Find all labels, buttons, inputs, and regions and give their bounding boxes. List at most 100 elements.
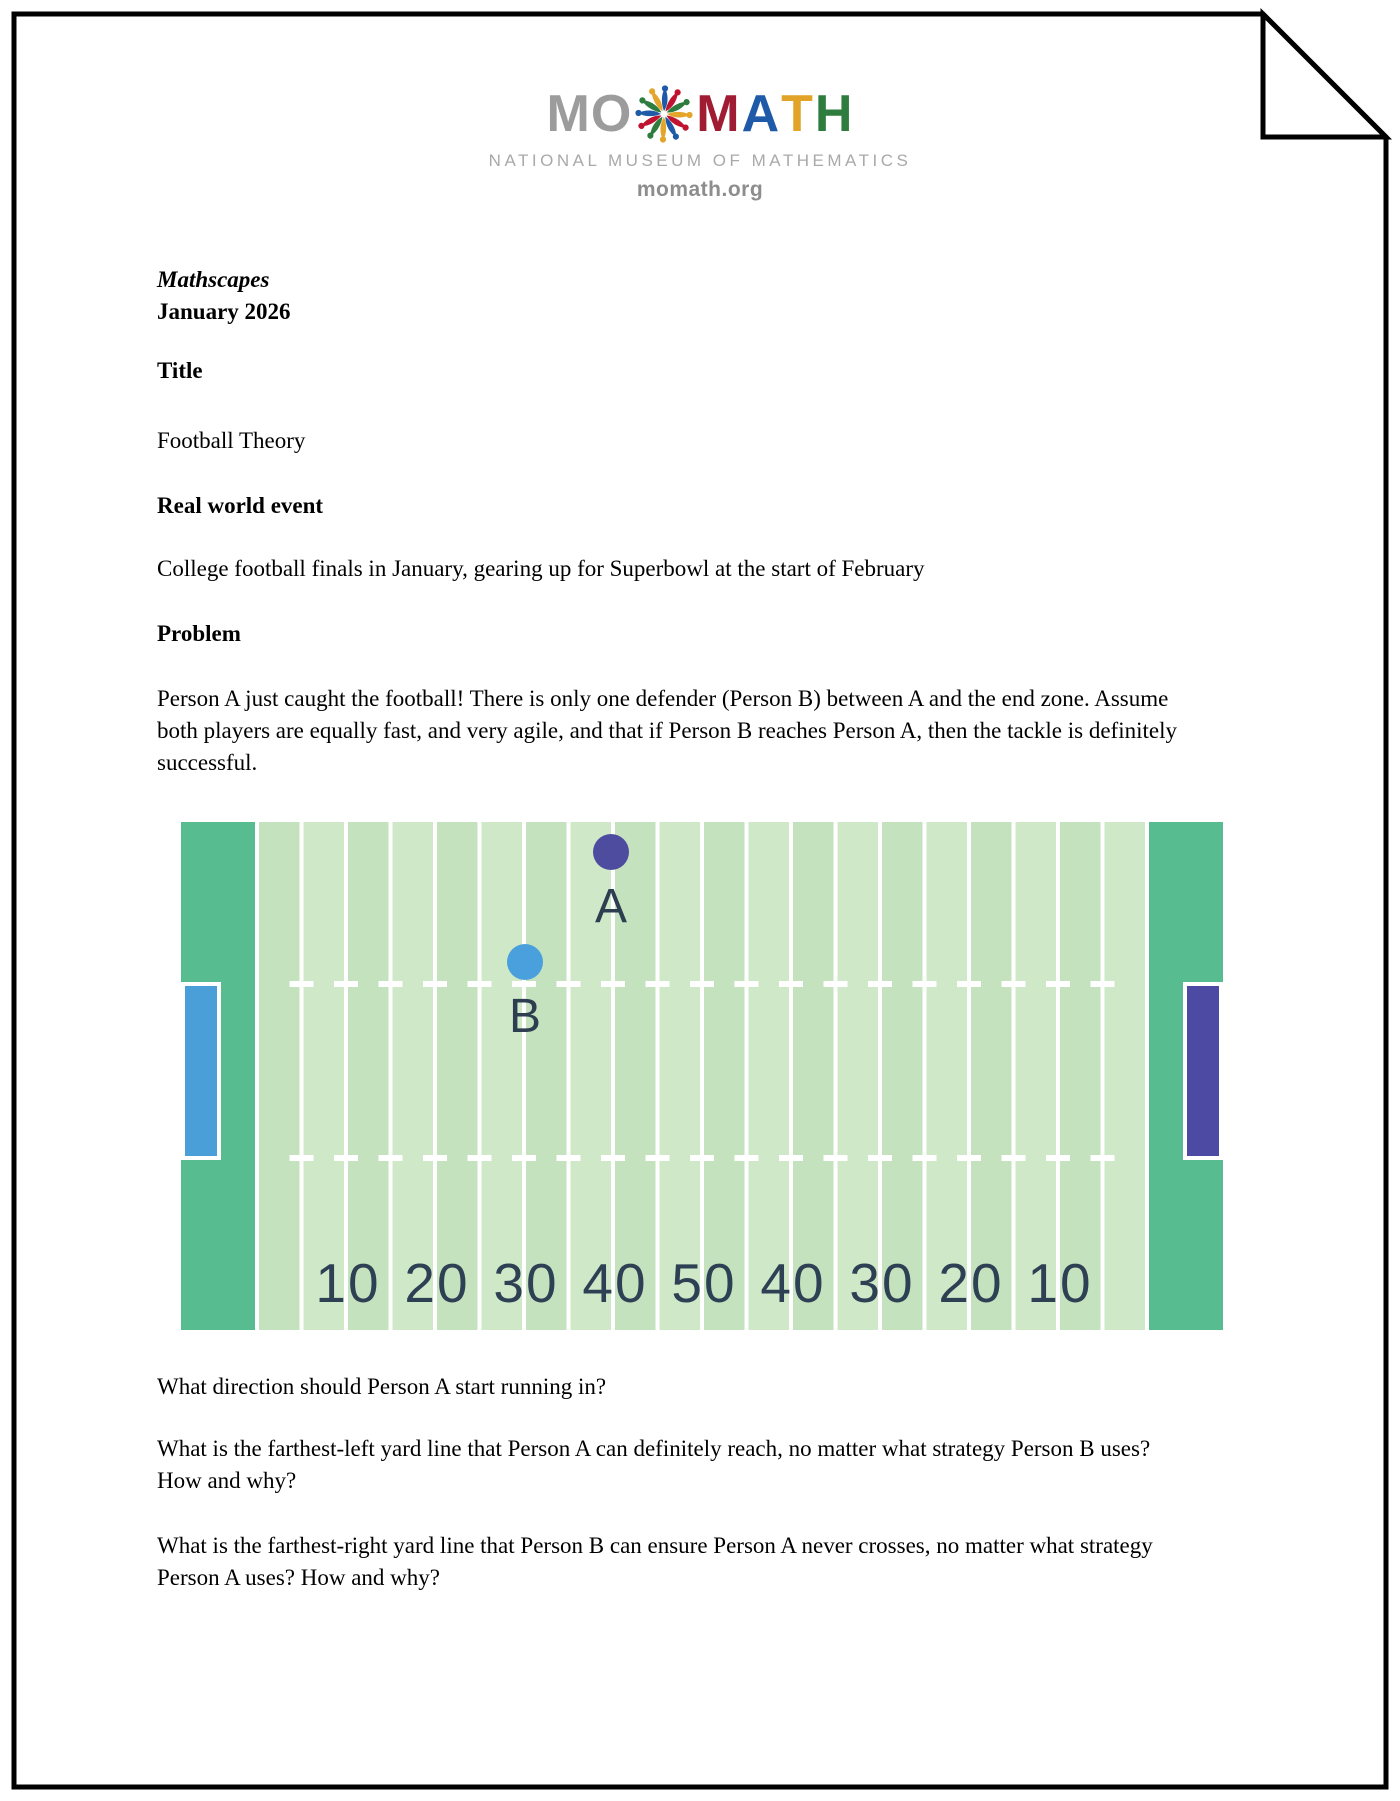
hash-mark [957,1155,981,1161]
yard-number: 30 [849,1252,914,1314]
yard-number: 10 [1027,1252,1092,1314]
hash-mark [868,981,892,987]
question-2: What is the farthest-left yard line that… [157,1436,1151,1493]
section-body-real-world-event: College football finals in January, gear… [157,556,925,581]
hash-mark [645,1155,670,1161]
logo-letter-t: T [781,85,814,143]
logo-letter-a: A [741,85,781,143]
field-stripe [791,822,836,1330]
yard-line [922,822,927,1330]
hash-mark [601,981,625,987]
hash-mark [378,981,403,987]
field-stripe [702,822,747,1330]
football-field: 10 20 30 40 50 40 30 20 10 A B [181,822,1223,1330]
logo-wordmark: MO M A T H [0,84,1400,144]
field-stripe [1013,822,1059,1330]
yard-line [433,822,437,1330]
player-a-label: A [595,880,627,933]
yard-line [522,822,526,1330]
hash-mark [512,1155,536,1161]
hash-mark [423,1155,447,1161]
yard-line [833,822,838,1330]
masthead-series: Mathscapes [157,267,270,292]
field-stripe [969,822,1014,1330]
field-stripe [613,822,658,1330]
section-body-title: Football Theory [157,428,306,453]
yard-number: 50 [671,1252,736,1314]
hash-mark [556,1155,581,1161]
hash-mark [1046,981,1070,987]
field-stripe [657,822,703,1330]
folded-corner-icon [1260,7,1393,140]
field-stripe [301,822,347,1330]
hash-mark [556,981,581,987]
yard-line [878,822,882,1330]
yard-number: 30 [493,1252,558,1314]
section-body-problem: Person A just caught the football! There… [157,686,1177,775]
hash-mark [734,1155,759,1161]
hash-mark [912,981,937,987]
hash-mark [734,981,759,987]
field-stripe [479,822,525,1330]
hash-mark [690,981,714,987]
field-stripe [835,822,881,1330]
yard-line [477,822,482,1330]
hash-mark [912,1155,937,1161]
hash-mark [779,981,803,987]
hash-mark [467,1155,492,1161]
hash-mark [334,981,358,987]
field-stripe [257,822,302,1330]
page-outline [11,11,1389,1790]
hash-mark [289,981,314,987]
logo-text-mo: MO [546,85,633,143]
field-stripe [924,822,970,1330]
hash-mark [823,1155,848,1161]
hash-mark [645,981,670,987]
yard-number: 20 [404,1252,469,1314]
hash-mark [423,981,447,987]
section-heading-real-world-event: Real world event [157,493,324,518]
section-heading-problem: Problem [157,621,241,646]
yard-line [1100,822,1105,1330]
hash-mark [1090,1155,1115,1161]
yard-number: 20 [938,1252,1003,1314]
yard-line [789,822,793,1330]
hash-mark [957,981,981,987]
hash-mark [779,1155,803,1161]
yard-number: 40 [582,1252,647,1314]
yard-line [344,822,348,1330]
hash-mark [334,1155,358,1161]
goal-box-right [1183,982,1223,1160]
yard-line [655,822,660,1330]
hash-mark [1046,1155,1070,1161]
yard-line [566,822,571,1330]
yard-line [388,822,393,1330]
question-1: What direction should Person A start run… [157,1374,607,1399]
goal-box-left [181,982,221,1160]
masthead-issue: January 2026 [157,299,291,324]
hash-mark [378,1155,403,1161]
player-a-marker [593,834,629,870]
logo-tagline: NATIONAL MUSEUM OF MATHEMATICS [488,151,912,170]
field-stripe [1058,822,1103,1330]
player-b-label: B [509,990,541,1043]
yard-line [700,822,704,1330]
logo-letter-h: H [814,85,854,143]
yard-number: 10 [315,1252,380,1314]
player-b-marker [507,944,543,980]
logo-url: momath.org [636,178,764,201]
field-stripe [746,822,792,1330]
yard-line [1145,822,1149,1330]
hash-mark [1090,981,1115,987]
yard-number: 40 [760,1252,825,1314]
yard-line [967,822,971,1330]
hash-mark [1001,1155,1026,1161]
hash-mark [1001,981,1026,987]
hash-mark [467,981,492,987]
hash-mark [289,1155,314,1161]
field-stripe [880,822,925,1330]
field-stripe [390,822,436,1330]
hash-mark [512,981,536,987]
yard-line [255,822,259,1330]
